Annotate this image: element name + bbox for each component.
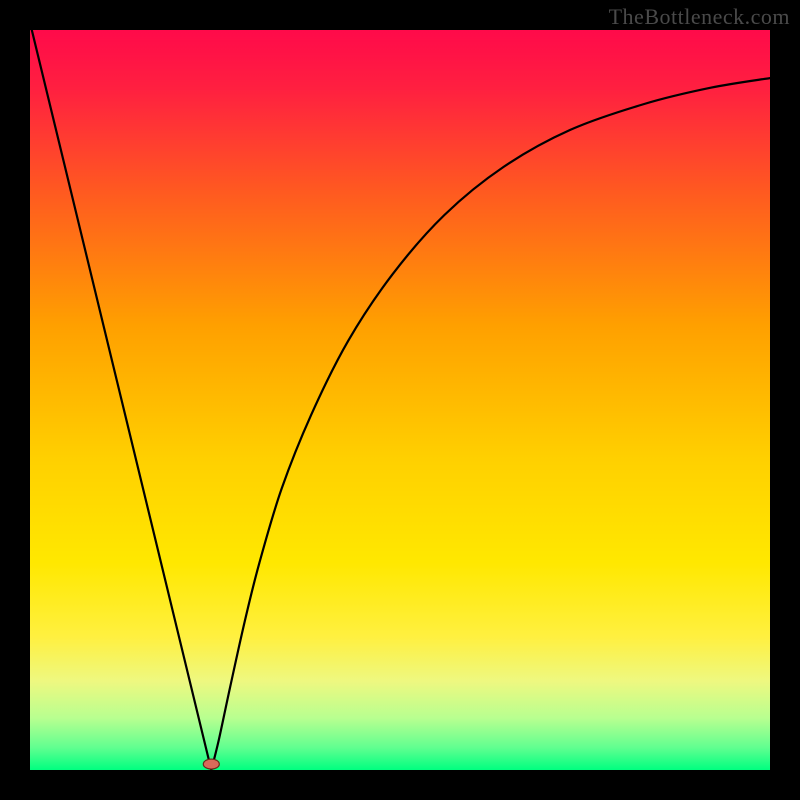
minimum-marker <box>203 759 219 769</box>
watermark-text: TheBottleneck.com <box>609 4 790 30</box>
chart-plot-area <box>30 30 770 770</box>
bottleneck-curve <box>30 30 770 770</box>
chart-svg-layer <box>30 30 770 770</box>
